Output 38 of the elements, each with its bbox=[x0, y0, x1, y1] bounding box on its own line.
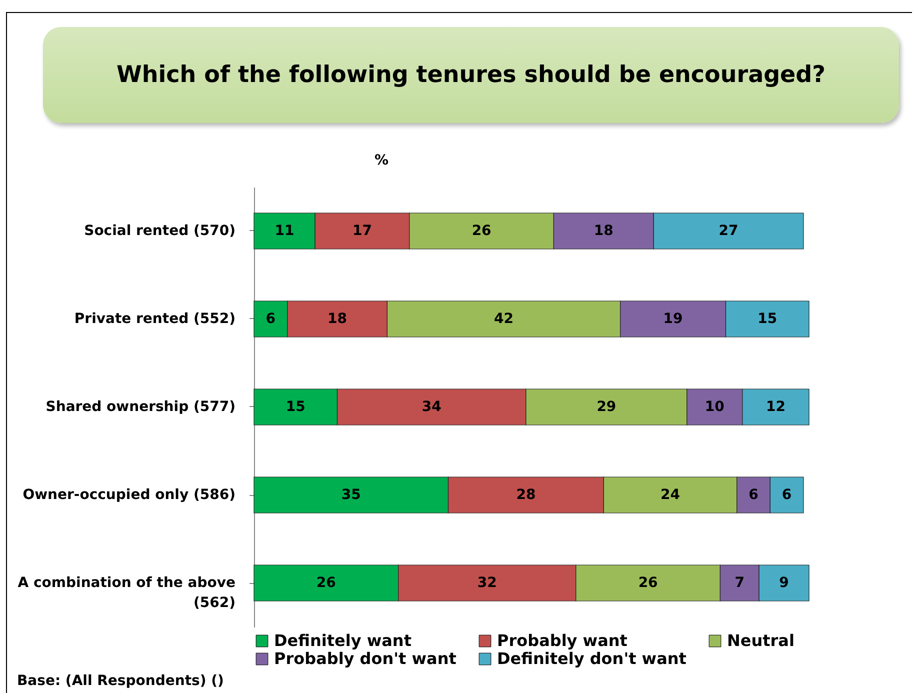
data-label: 15 bbox=[286, 399, 306, 415]
data-label: 27 bbox=[718, 223, 738, 239]
data-label: 11 bbox=[274, 223, 294, 239]
data-label: 29 bbox=[596, 399, 616, 415]
legend-label: Neutral bbox=[727, 631, 794, 650]
data-label: 42 bbox=[494, 311, 514, 327]
data-label: 9 bbox=[779, 575, 789, 591]
data-label: 17 bbox=[352, 223, 372, 239]
data-label: 26 bbox=[472, 223, 492, 239]
y-tick-label: A combination of the above (562) bbox=[18, 575, 236, 611]
data-label: 12 bbox=[766, 399, 786, 415]
x-axis-title: % bbox=[374, 152, 389, 168]
data-label: 28 bbox=[516, 487, 536, 503]
data-label: 32 bbox=[477, 575, 497, 591]
legend-label: Definitely don't want bbox=[497, 649, 687, 668]
data-label: 18 bbox=[594, 223, 614, 239]
data-label: 26 bbox=[638, 575, 658, 591]
y-tick-label: Social rented (570) bbox=[84, 223, 236, 239]
data-label: 18 bbox=[328, 311, 347, 327]
data-label: 7 bbox=[734, 575, 744, 591]
data-label: 15 bbox=[758, 311, 778, 327]
legend-label: Probably want bbox=[497, 631, 628, 650]
chart-title: Which of the following tenures should be encouraged? bbox=[43, 27, 899, 123]
y-tick-label: Owner-occupied only (586) bbox=[22, 487, 236, 503]
data-label: 34 bbox=[422, 399, 442, 415]
data-label: 26 bbox=[316, 575, 336, 591]
data-label: 10 bbox=[704, 399, 725, 415]
data-label: 6 bbox=[748, 487, 758, 503]
data-label: 19 bbox=[663, 311, 683, 327]
data-label: 35 bbox=[341, 487, 361, 503]
data-label: 24 bbox=[660, 487, 680, 503]
data-label: 6 bbox=[782, 487, 792, 503]
y-tick-label: Shared ownership (577) bbox=[46, 399, 236, 415]
y-tick-label: Private rented (552) bbox=[74, 311, 236, 327]
data-label: 6 bbox=[266, 311, 276, 327]
legend-label: Definitely want bbox=[274, 631, 412, 650]
legend-label: Probably don't want bbox=[274, 649, 457, 668]
text: Base: (All Respondents) () bbox=[17, 673, 224, 689]
